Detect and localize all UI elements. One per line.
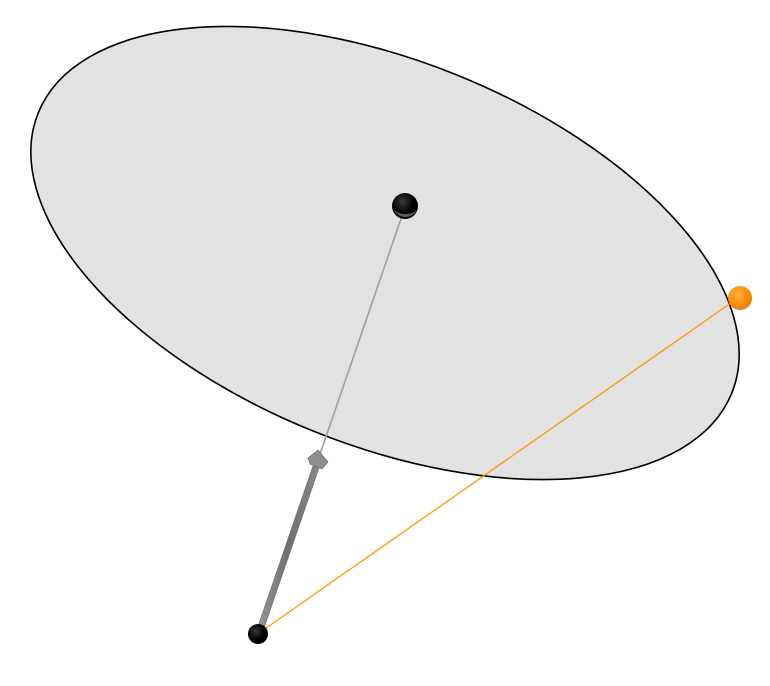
apex-point[interactable] [248,624,268,644]
rim-point-sphere[interactable] [728,286,752,310]
vector-shaft [255,462,321,635]
axis-line [317,209,405,461]
center-point[interactable] [392,193,418,219]
apex-to-rim-line [258,297,739,634]
rim-point[interactable] [728,286,752,310]
disc-surface[interactable] [0,0,770,571]
center-point-sphere[interactable] [392,193,418,219]
apex-point-sphere[interactable] [248,624,268,644]
normal-vector[interactable] [255,449,329,635]
rim-point-shadow [728,300,748,309]
disc[interactable] [0,0,770,571]
vector-arrow-head-icon [307,449,329,470]
center-point-shadow [393,208,417,218]
